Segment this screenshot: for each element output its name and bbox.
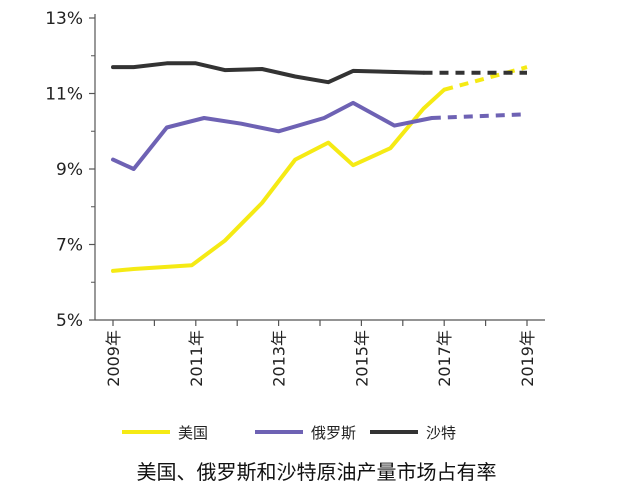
y-tick-label: 9% <box>56 160 83 180</box>
legend-label-1: 俄罗斯 <box>311 424 356 442</box>
y-tick-label: 5% <box>56 311 83 331</box>
x-axis-ticks: 2009年 2011年 2013年 2015年 2017年 2019年 <box>104 320 537 387</box>
chart-title: 美国、俄罗斯和沙特原油产量市场占有率 <box>136 460 497 484</box>
x-tick-label: 2009年 <box>104 330 123 387</box>
x-tick-label: 2019年 <box>518 330 537 387</box>
series-line-0 <box>111 87 447 273</box>
y-tick-label: 7% <box>56 236 83 256</box>
series-line-1 <box>111 100 434 171</box>
series-line-2 <box>111 61 426 85</box>
legend-label-0: 美国 <box>178 424 208 442</box>
series-forecast-line-1 <box>431 112 528 120</box>
y-tick-label: 13% <box>45 9 83 29</box>
x-tick-label: 2011年 <box>187 330 206 387</box>
y-tick-label: 11% <box>45 85 83 105</box>
x-tick-label: 2015年 <box>352 330 371 387</box>
chart-legend: 美国 俄罗斯 沙特 <box>122 424 456 442</box>
chart-axes <box>94 14 545 321</box>
x-tick-label: 2017年 <box>435 330 454 387</box>
legend-label-2: 沙特 <box>426 424 456 442</box>
series-forecast-line-0 <box>443 65 528 92</box>
y-axis-ticks: 5% 7% 9% 11% 13% <box>45 9 95 331</box>
chart-series <box>111 61 528 273</box>
x-tick-label: 2013年 <box>270 330 289 387</box>
